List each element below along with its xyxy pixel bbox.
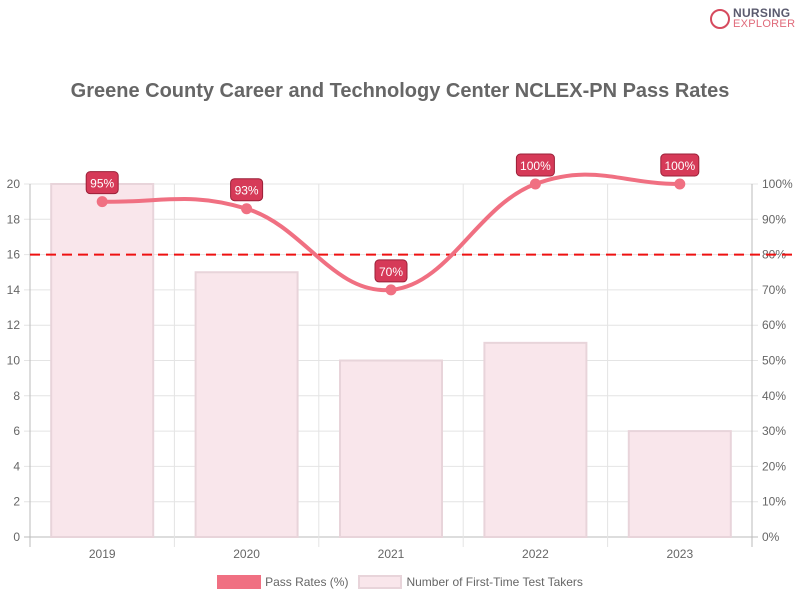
logo-line2: EXPLORER xyxy=(733,18,796,30)
right-tick-label: 40% xyxy=(762,389,786,403)
x-tick-label: 2023 xyxy=(666,547,693,561)
logo-icon xyxy=(710,9,730,29)
left-tick-label: 6 xyxy=(13,424,20,438)
data-label-box xyxy=(515,153,555,177)
legend-item-pass-rates[interactable]: Pass Rates (%) xyxy=(217,575,348,589)
chart-title: Greene County Career and Technology Cent… xyxy=(70,80,730,102)
legend: Pass Rates (%) Number of First-Time Test… xyxy=(0,575,800,589)
data-label: 100% xyxy=(520,159,551,173)
right-tick-label: 30% xyxy=(762,424,786,438)
legend-item-test-takers[interactable]: Number of First-Time Test Takers xyxy=(358,575,583,589)
pass-rate-point xyxy=(529,178,541,190)
bar xyxy=(50,183,155,538)
nursing-explorer-logo: NURSING EXPLORER xyxy=(710,6,796,30)
data-label-box xyxy=(660,153,700,177)
x-tick-label: 2021 xyxy=(378,547,405,561)
left-tick-label: 4 xyxy=(13,459,20,473)
data-label: 100% xyxy=(664,159,695,173)
left-tick-label: 2 xyxy=(13,495,20,509)
left-tick-label: 16 xyxy=(7,248,21,262)
right-tick-label: 0% xyxy=(762,530,780,544)
left-tick-label: 20 xyxy=(7,177,21,191)
pass-rate-point xyxy=(96,196,108,208)
data-label-box xyxy=(85,171,119,195)
left-tick-label: 12 xyxy=(7,318,21,332)
left-tick-label: 0 xyxy=(13,530,20,544)
left-tick-label: 18 xyxy=(7,212,21,226)
legend-label: Pass Rates (%) xyxy=(265,575,349,589)
logo-line1: NURSING xyxy=(733,6,791,20)
right-tick-label: 50% xyxy=(762,354,786,368)
left-tick-label: 8 xyxy=(13,389,20,403)
right-tick-label: 70% xyxy=(762,283,786,297)
x-tick-label: 2022 xyxy=(522,547,549,561)
right-tick-label: 20% xyxy=(762,459,786,473)
data-label: 70% xyxy=(379,265,403,279)
pass-rate-point xyxy=(674,178,686,190)
pass-rate-point xyxy=(385,284,397,296)
right-tick-label: 60% xyxy=(762,318,786,332)
left-tick-label: 10 xyxy=(7,354,21,368)
right-tick-label: 90% xyxy=(762,212,786,226)
data-label: 93% xyxy=(235,184,259,198)
right-tick-label: 10% xyxy=(762,495,786,509)
data-label-box xyxy=(230,178,264,202)
x-tick-label: 2019 xyxy=(89,547,116,561)
legend-swatch xyxy=(358,575,403,589)
data-label: 95% xyxy=(90,177,114,191)
bar xyxy=(483,341,588,538)
bar xyxy=(339,359,443,538)
x-tick-label: 2020 xyxy=(233,547,260,561)
bar xyxy=(194,271,299,538)
bar xyxy=(627,430,732,539)
legend-label: Number of First-Time Test Takers xyxy=(406,575,583,589)
data-label-box xyxy=(374,259,408,283)
left-tick-label: 14 xyxy=(7,283,21,297)
right-tick-label: 100% xyxy=(762,177,793,191)
pass-rate-point xyxy=(241,203,253,215)
legend-swatch xyxy=(217,575,262,589)
